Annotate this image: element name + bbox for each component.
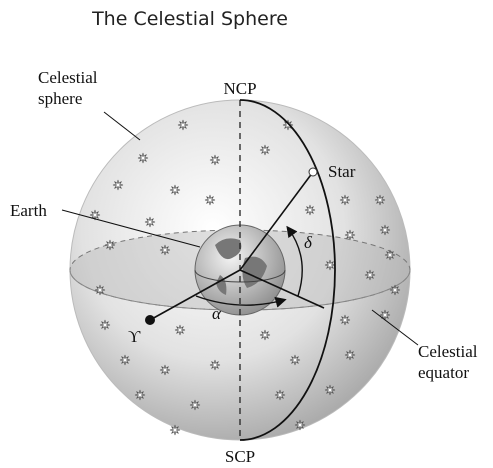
label: δ [304, 233, 313, 252]
label: ϒ [128, 327, 141, 346]
label: SCP [225, 447, 255, 466]
star-icon [160, 365, 170, 375]
star-icon [178, 120, 188, 130]
star-icon [283, 120, 293, 130]
label: Earth [10, 201, 47, 220]
star-icon [290, 355, 300, 365]
label: α [212, 304, 222, 323]
star-icon [100, 320, 110, 330]
label: sphere [38, 89, 82, 108]
star-icon [175, 325, 185, 335]
star-icon [120, 355, 130, 365]
title: The Celestial Sphere [91, 8, 288, 30]
star-icon [135, 390, 145, 400]
star-icon [170, 425, 180, 435]
star-icon [295, 420, 305, 430]
vernal-point [145, 315, 155, 325]
star-icon [345, 230, 355, 240]
star-icon [95, 285, 105, 295]
star-icon [210, 360, 220, 370]
star-icon [138, 153, 148, 163]
star-icon [380, 225, 390, 235]
label: Celestial [418, 342, 478, 361]
star-icon [170, 185, 180, 195]
label: equator [418, 363, 469, 382]
star-icon [340, 195, 350, 205]
star [309, 168, 317, 176]
star-icon [380, 310, 390, 320]
star-icon [390, 285, 400, 295]
label: NCP [223, 79, 256, 98]
star-icon [325, 260, 335, 270]
star-icon [375, 195, 385, 205]
star-icon [340, 315, 350, 325]
diagram: The Celestial Sphere Celestial sphere NC… [0, 0, 493, 468]
star-icon [190, 400, 200, 410]
star-icon [385, 250, 395, 260]
star-icon [260, 145, 270, 155]
star-icon [210, 155, 220, 165]
star-icon [105, 240, 115, 250]
star-icon [260, 330, 270, 340]
star-icon [325, 385, 335, 395]
star-icon [113, 180, 123, 190]
label: Star [328, 162, 356, 181]
star-icon [345, 350, 355, 360]
star-icon [160, 245, 170, 255]
label: Celestial [38, 68, 98, 87]
star-icon [365, 270, 375, 280]
star-icon [145, 217, 155, 227]
star-icon [275, 390, 285, 400]
leader [104, 112, 140, 140]
star-icon [305, 205, 315, 215]
star-icon [205, 195, 215, 205]
